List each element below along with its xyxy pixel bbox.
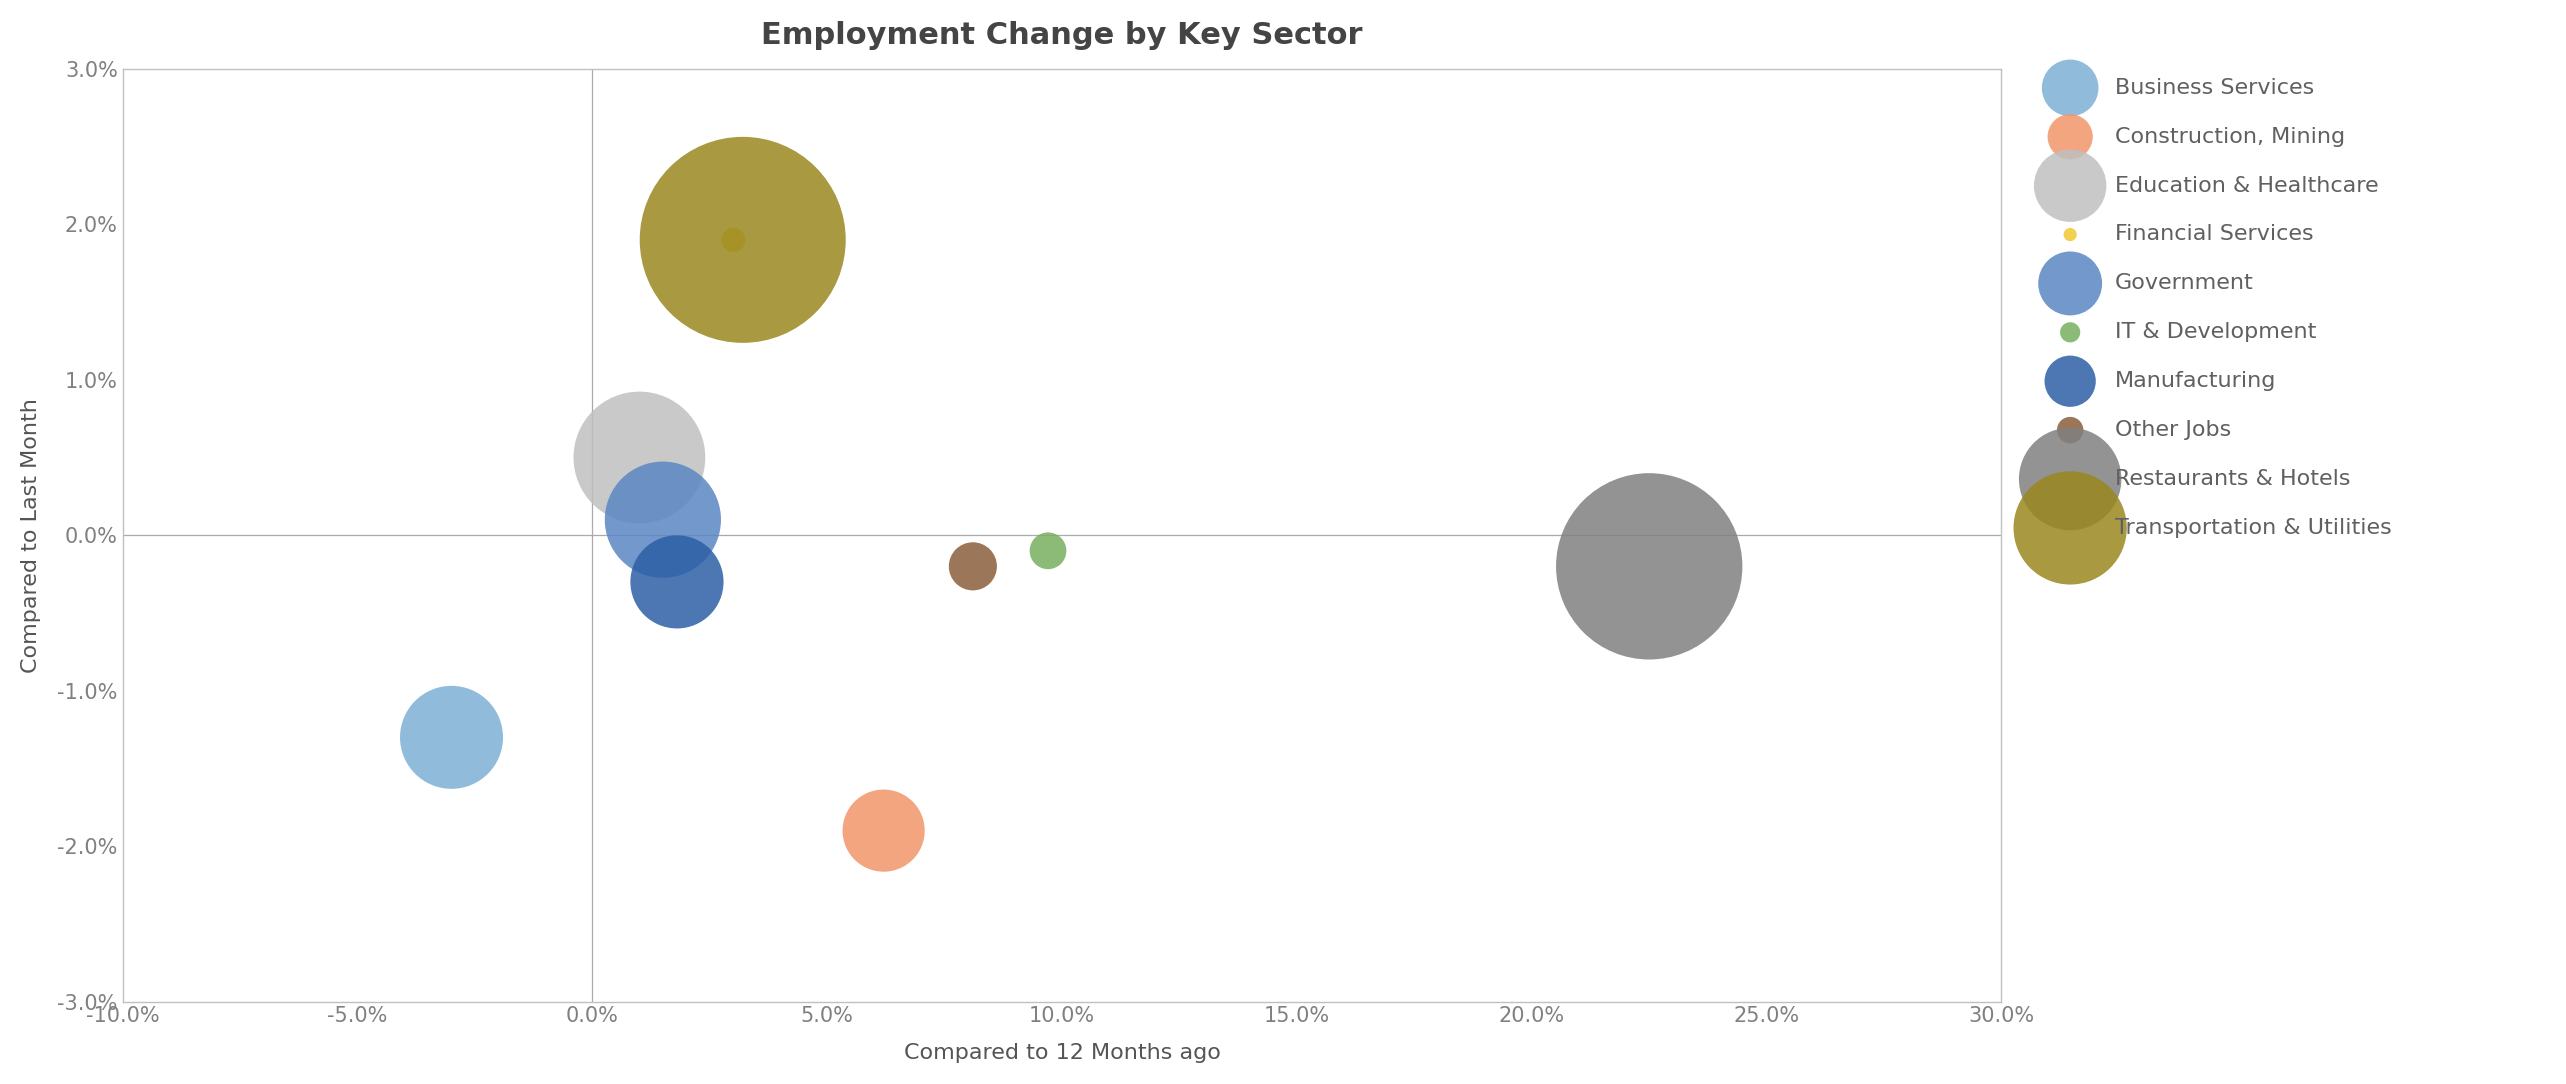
Construction, Mining [862,822,903,839]
Other Jobs [952,557,993,575]
Financial Services [713,231,754,248]
Restaurants & Hotels [1629,557,1670,575]
X-axis label: Compared to 12 Months ago: Compared to 12 Months ago [903,1043,1221,1063]
IT & Development [1026,542,1067,559]
Education & Healthcare [618,449,659,466]
Business Services [431,728,472,746]
Manufacturing [657,573,698,591]
Y-axis label: Compared to Last Month: Compared to Last Month [21,398,41,673]
Legend: Business Services, Construction, Mining, Education & Healthcare, Financial Servi: Business Services, Construction, Mining,… [2040,68,2399,546]
Transportation & Utilities [721,231,762,248]
Government [642,511,683,528]
Title: Employment Change by Key Sector: Employment Change by Key Sector [762,21,1363,50]
